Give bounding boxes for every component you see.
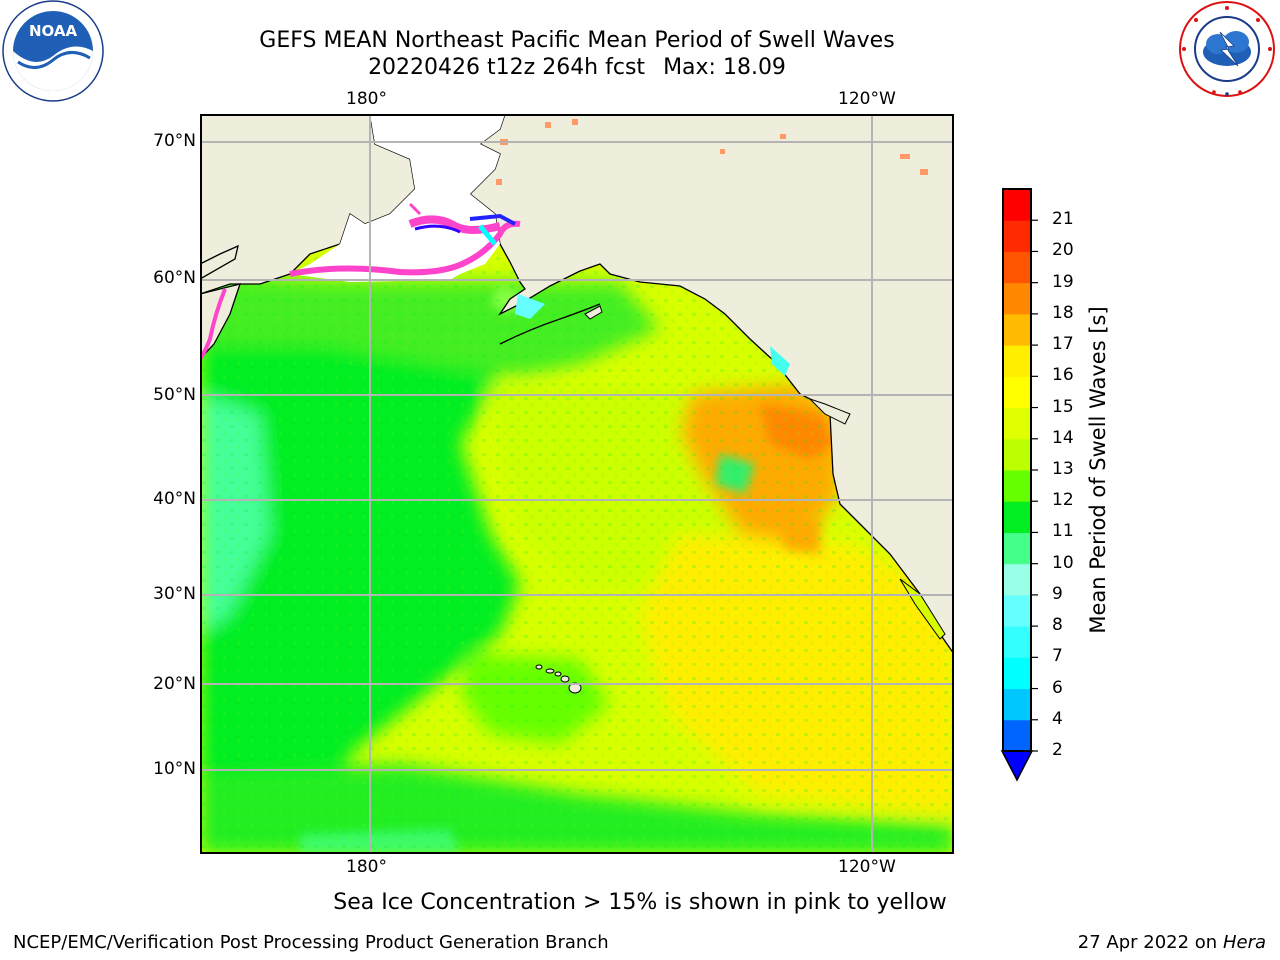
land-hawaii bbox=[535, 664, 582, 694]
colorbar-segment bbox=[1003, 626, 1031, 658]
chart-subtitle: 20220426 t12z 264h fcst Max: 18.09 bbox=[200, 54, 954, 81]
colorbar-tick-label: 14 bbox=[1052, 427, 1074, 448]
colorbar-tick-label: 12 bbox=[1052, 490, 1074, 511]
footer-date-text: 27 Apr 2022 on bbox=[1077, 932, 1218, 953]
land-kamchatka bbox=[200, 244, 239, 280]
lat-label-10n: 10°N bbox=[153, 759, 196, 779]
colorbar-tick-label: 13 bbox=[1052, 459, 1074, 479]
colorbar-segment bbox=[1003, 282, 1031, 315]
lon-label-bottom-120w: 120°W bbox=[838, 857, 896, 877]
colorbar-segment bbox=[1003, 563, 1031, 596]
lon-label-top-120w: 120°W bbox=[838, 89, 896, 109]
sea-ice-note: Sea Ice Concentration > 15% is shown in … bbox=[333, 890, 947, 915]
colorbar-tick-label: 11 bbox=[1052, 521, 1074, 542]
footer-credit: NCEP/EMC/Verification Post Processing Pr… bbox=[13, 932, 609, 953]
colorbar-tick-label: 21 bbox=[1052, 209, 1074, 230]
colorbar-segment bbox=[1003, 313, 1031, 346]
sea-ice-edge bbox=[289, 220, 521, 277]
colorbar-segment bbox=[1003, 407, 1031, 440]
colorbar-segment bbox=[1003, 719, 1031, 752]
colorbar bbox=[1000, 188, 1038, 782]
footer-machine: Hera bbox=[1222, 932, 1266, 953]
lat-label-60n: 60°N bbox=[153, 268, 196, 288]
colorbar-segment bbox=[1003, 470, 1031, 502]
map-frame bbox=[200, 114, 954, 854]
colorbar-tick-label: 9 bbox=[1052, 583, 1063, 604]
lon-label-bottom-180: 180° bbox=[346, 857, 387, 877]
colorbar-extend-triangle bbox=[1000, 750, 1034, 782]
lat-label-30n: 30°N bbox=[153, 584, 196, 604]
colorbar-tick-label: 15 bbox=[1052, 396, 1074, 417]
map-panel bbox=[200, 114, 954, 854]
svg-text:NOAA: NOAA bbox=[29, 22, 78, 40]
forecast-date: 20220426 t12z 264h fcst bbox=[368, 55, 646, 80]
lat-label-40n: 40°N bbox=[153, 489, 196, 509]
lat-label-50n: 50°N bbox=[153, 385, 196, 405]
colorbar-tick-label: 10 bbox=[1052, 552, 1074, 573]
colorbar-segment bbox=[1003, 220, 1031, 252]
nws-logo bbox=[1179, 1, 1275, 97]
colorbar-segment bbox=[1003, 532, 1031, 565]
colorbar-tick-label: 17 bbox=[1052, 334, 1074, 355]
colorbar-tick-label: 16 bbox=[1052, 365, 1074, 386]
colorbar-tick-label: 2 bbox=[1052, 740, 1063, 760]
colorbar-tick-label: 7 bbox=[1052, 646, 1063, 667]
colorbar-frame bbox=[1002, 188, 1032, 752]
sea-ice-bering bbox=[310, 114, 505, 274]
footer-date: 27 Apr 2022 on Hera bbox=[1078, 932, 1266, 953]
noaa-logo: NOAA bbox=[2, 0, 104, 102]
lat-label-20n: 20°N bbox=[153, 674, 196, 694]
lat-label-70n: 70°N bbox=[153, 131, 196, 151]
colorbar-segment bbox=[1003, 501, 1031, 533]
colorbar-tick-label: 20 bbox=[1052, 240, 1074, 261]
lon-label-top-180: 180° bbox=[346, 89, 387, 109]
colorbar-tick-label: 4 bbox=[1052, 708, 1063, 729]
colorbar-segment bbox=[1003, 251, 1031, 284]
colorbar-tick-label: 8 bbox=[1052, 615, 1063, 636]
graticule bbox=[200, 114, 954, 854]
colorbar-segment bbox=[1003, 189, 1031, 221]
colorbar-segment bbox=[1003, 376, 1031, 409]
chart-title: GEFS MEAN Northeast Pacific Mean Period … bbox=[259, 28, 895, 53]
colorbar-title: Mean Period of Swell Waves [s] bbox=[1086, 306, 1110, 634]
colorbar-tick-label: 6 bbox=[1052, 677, 1063, 698]
land-aleutians bbox=[499, 303, 601, 345]
colorbar-segment bbox=[1003, 657, 1031, 690]
max-value: Max: 18.09 bbox=[663, 55, 786, 80]
colorbar-segment bbox=[1003, 594, 1031, 627]
colorbar-segment bbox=[1003, 438, 1031, 471]
colorbar-segment bbox=[1003, 345, 1031, 377]
colorbar-tick-label: 18 bbox=[1052, 302, 1074, 323]
colorbar-segment bbox=[1003, 688, 1031, 721]
colorbar-tick-label: 19 bbox=[1052, 271, 1074, 292]
